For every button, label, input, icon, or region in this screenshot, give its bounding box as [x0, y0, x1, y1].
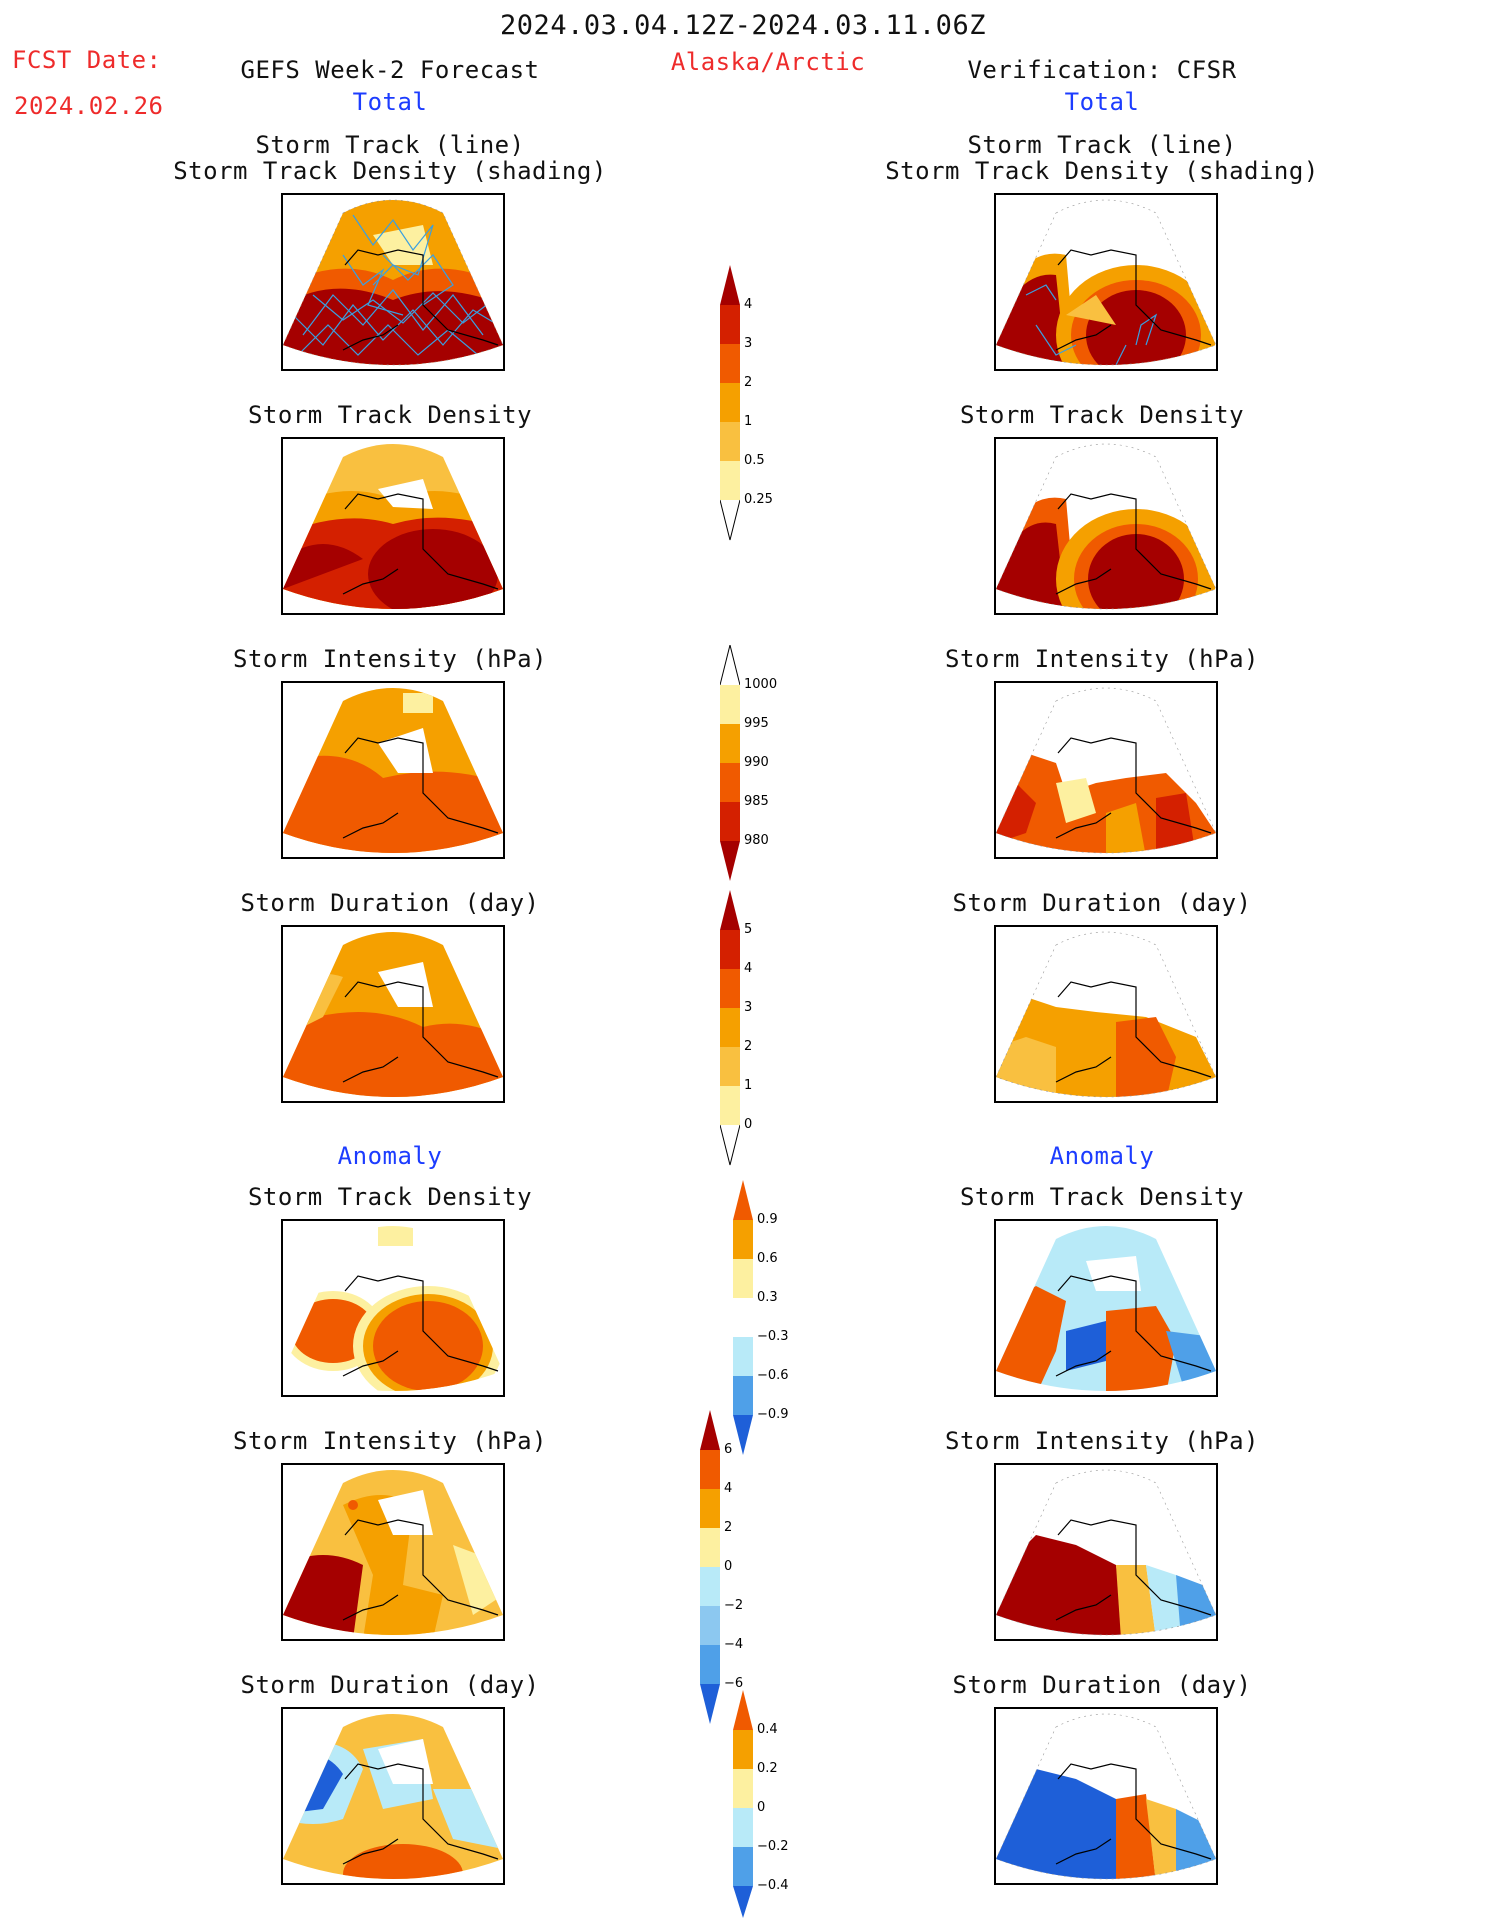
cbar-label: 5: [744, 922, 753, 937]
gefs-anom-intensity-map: [281, 1463, 505, 1641]
right-duration-title: Storm Duration (day): [952, 889, 1252, 917]
cbar-label: 0.9: [757, 1212, 778, 1227]
cbar-label: −4: [724, 1637, 744, 1652]
right-density-title: Storm Track Density: [959, 401, 1245, 429]
cbar-label: 980: [744, 833, 769, 848]
colorbar-duration-total: 5 4 3 2 1 0: [720, 890, 780, 1170]
left-anom-intensity-title: Storm Intensity (hPa): [233, 1427, 547, 1455]
cbar-label: 985: [744, 794, 769, 809]
cbar-label: 0.6: [757, 1251, 778, 1266]
left-track-shading-title: Storm Track Density (shading): [173, 157, 607, 185]
cbar-label: 2: [724, 1520, 733, 1535]
cbar-label: 0.25: [744, 492, 773, 507]
cbar-label: 0: [724, 1559, 733, 1574]
cbar-label: 3: [744, 1000, 753, 1015]
cbar-label: 3: [744, 336, 753, 351]
cbar-label: −0.2: [757, 1839, 789, 1854]
cfsr-density-map: [994, 437, 1218, 615]
cfsr-anom-intensity-map: [994, 1463, 1218, 1641]
cbar-label: −0.9: [757, 1407, 789, 1422]
cbar-label: −0.6: [757, 1368, 789, 1383]
right-anom-duration-title: Storm Duration (day): [952, 1671, 1252, 1699]
cfsr-anom-duration-map: [994, 1707, 1218, 1885]
colorbar-density-anomaly: 0.9 0.6 0.3 −0.3 −0.6 −0.9: [733, 1180, 803, 1460]
right-total-label: Total: [1064, 88, 1140, 116]
cfsr-intensity-map: [994, 681, 1218, 859]
region-label: Alaska/Arctic: [670, 48, 866, 76]
colorbar-density-total: 4 3 2 1 0.5 0.25: [720, 265, 780, 545]
right-anom-density-title: Storm Track Density: [959, 1183, 1245, 1211]
cbar-label: 2: [744, 1039, 753, 1054]
gefs-anom-duration-map: [281, 1707, 505, 1885]
right-anomaly-label: Anomaly: [1049, 1142, 1155, 1170]
fcst-date: 2024.02.26: [14, 92, 164, 120]
cbar-label: −0.4: [757, 1878, 789, 1893]
cbar-label: 0.4: [757, 1722, 778, 1737]
cbar-label: 4: [724, 1481, 733, 1496]
cbar-label: 4: [744, 961, 753, 976]
cbar-label: 1: [744, 414, 753, 429]
gefs-track-map: [281, 193, 505, 371]
cbar-label: 0.2: [757, 1761, 778, 1776]
left-column-title: GEFS Week-2 Forecast: [240, 56, 540, 84]
cbar-label: 0: [757, 1800, 766, 1815]
left-total-label: Total: [352, 88, 428, 116]
left-density-title: Storm Track Density: [247, 401, 533, 429]
cbar-label: 0: [744, 1117, 753, 1132]
cbar-label: 6: [724, 1442, 733, 1457]
colorbar-intensity-total: 1000 995 990 985 980: [720, 645, 790, 885]
gefs-density-map: [281, 437, 505, 615]
cfsr-duration-map: [994, 925, 1218, 1103]
fcst-label: FCST Date:: [12, 46, 162, 74]
gefs-anom-density-map: [281, 1219, 505, 1397]
left-duration-title: Storm Duration (day): [240, 889, 540, 917]
colorbar-duration-anomaly: 0.4 0.2 0 −0.2 −0.4: [733, 1690, 803, 1920]
colorbar-intensity-anomaly: 6 4 2 0 −2 −4 −6: [700, 1410, 770, 1730]
cbar-label: 995: [744, 716, 769, 731]
cbar-label: 0.5: [744, 453, 765, 468]
right-track-shading-title: Storm Track Density (shading): [885, 157, 1319, 185]
cbar-label: 0.3: [757, 1290, 778, 1305]
cbar-label: 1: [744, 1078, 753, 1093]
right-track-line-title: Storm Track (line): [967, 131, 1237, 159]
gefs-intensity-map: [281, 681, 505, 859]
cbar-label: −6: [724, 1676, 744, 1691]
cbar-label: 1000: [744, 677, 778, 692]
cfsr-anom-density-map: [994, 1219, 1218, 1397]
left-anomaly-label: Anomaly: [337, 1142, 443, 1170]
left-anom-density-title: Storm Track Density: [247, 1183, 533, 1211]
date-range-title: 2024.03.04.12Z-2024.03.11.06Z: [500, 10, 986, 41]
left-intensity-title: Storm Intensity (hPa): [233, 645, 547, 673]
cbar-label: 4: [744, 297, 753, 312]
right-anom-intensity-title: Storm Intensity (hPa): [945, 1427, 1259, 1455]
cbar-label: 990: [744, 755, 769, 770]
right-intensity-title: Storm Intensity (hPa): [945, 645, 1259, 673]
cbar-label: −0.3: [757, 1329, 789, 1344]
left-track-line-title: Storm Track (line): [255, 131, 525, 159]
cbar-label: −2: [724, 1598, 744, 1613]
right-column-title: Verification: CFSR: [967, 56, 1237, 84]
cbar-label: 2: [744, 375, 753, 390]
gefs-duration-map: [281, 925, 505, 1103]
cfsr-track-map: [994, 193, 1218, 371]
left-anom-duration-title: Storm Duration (day): [240, 1671, 540, 1699]
